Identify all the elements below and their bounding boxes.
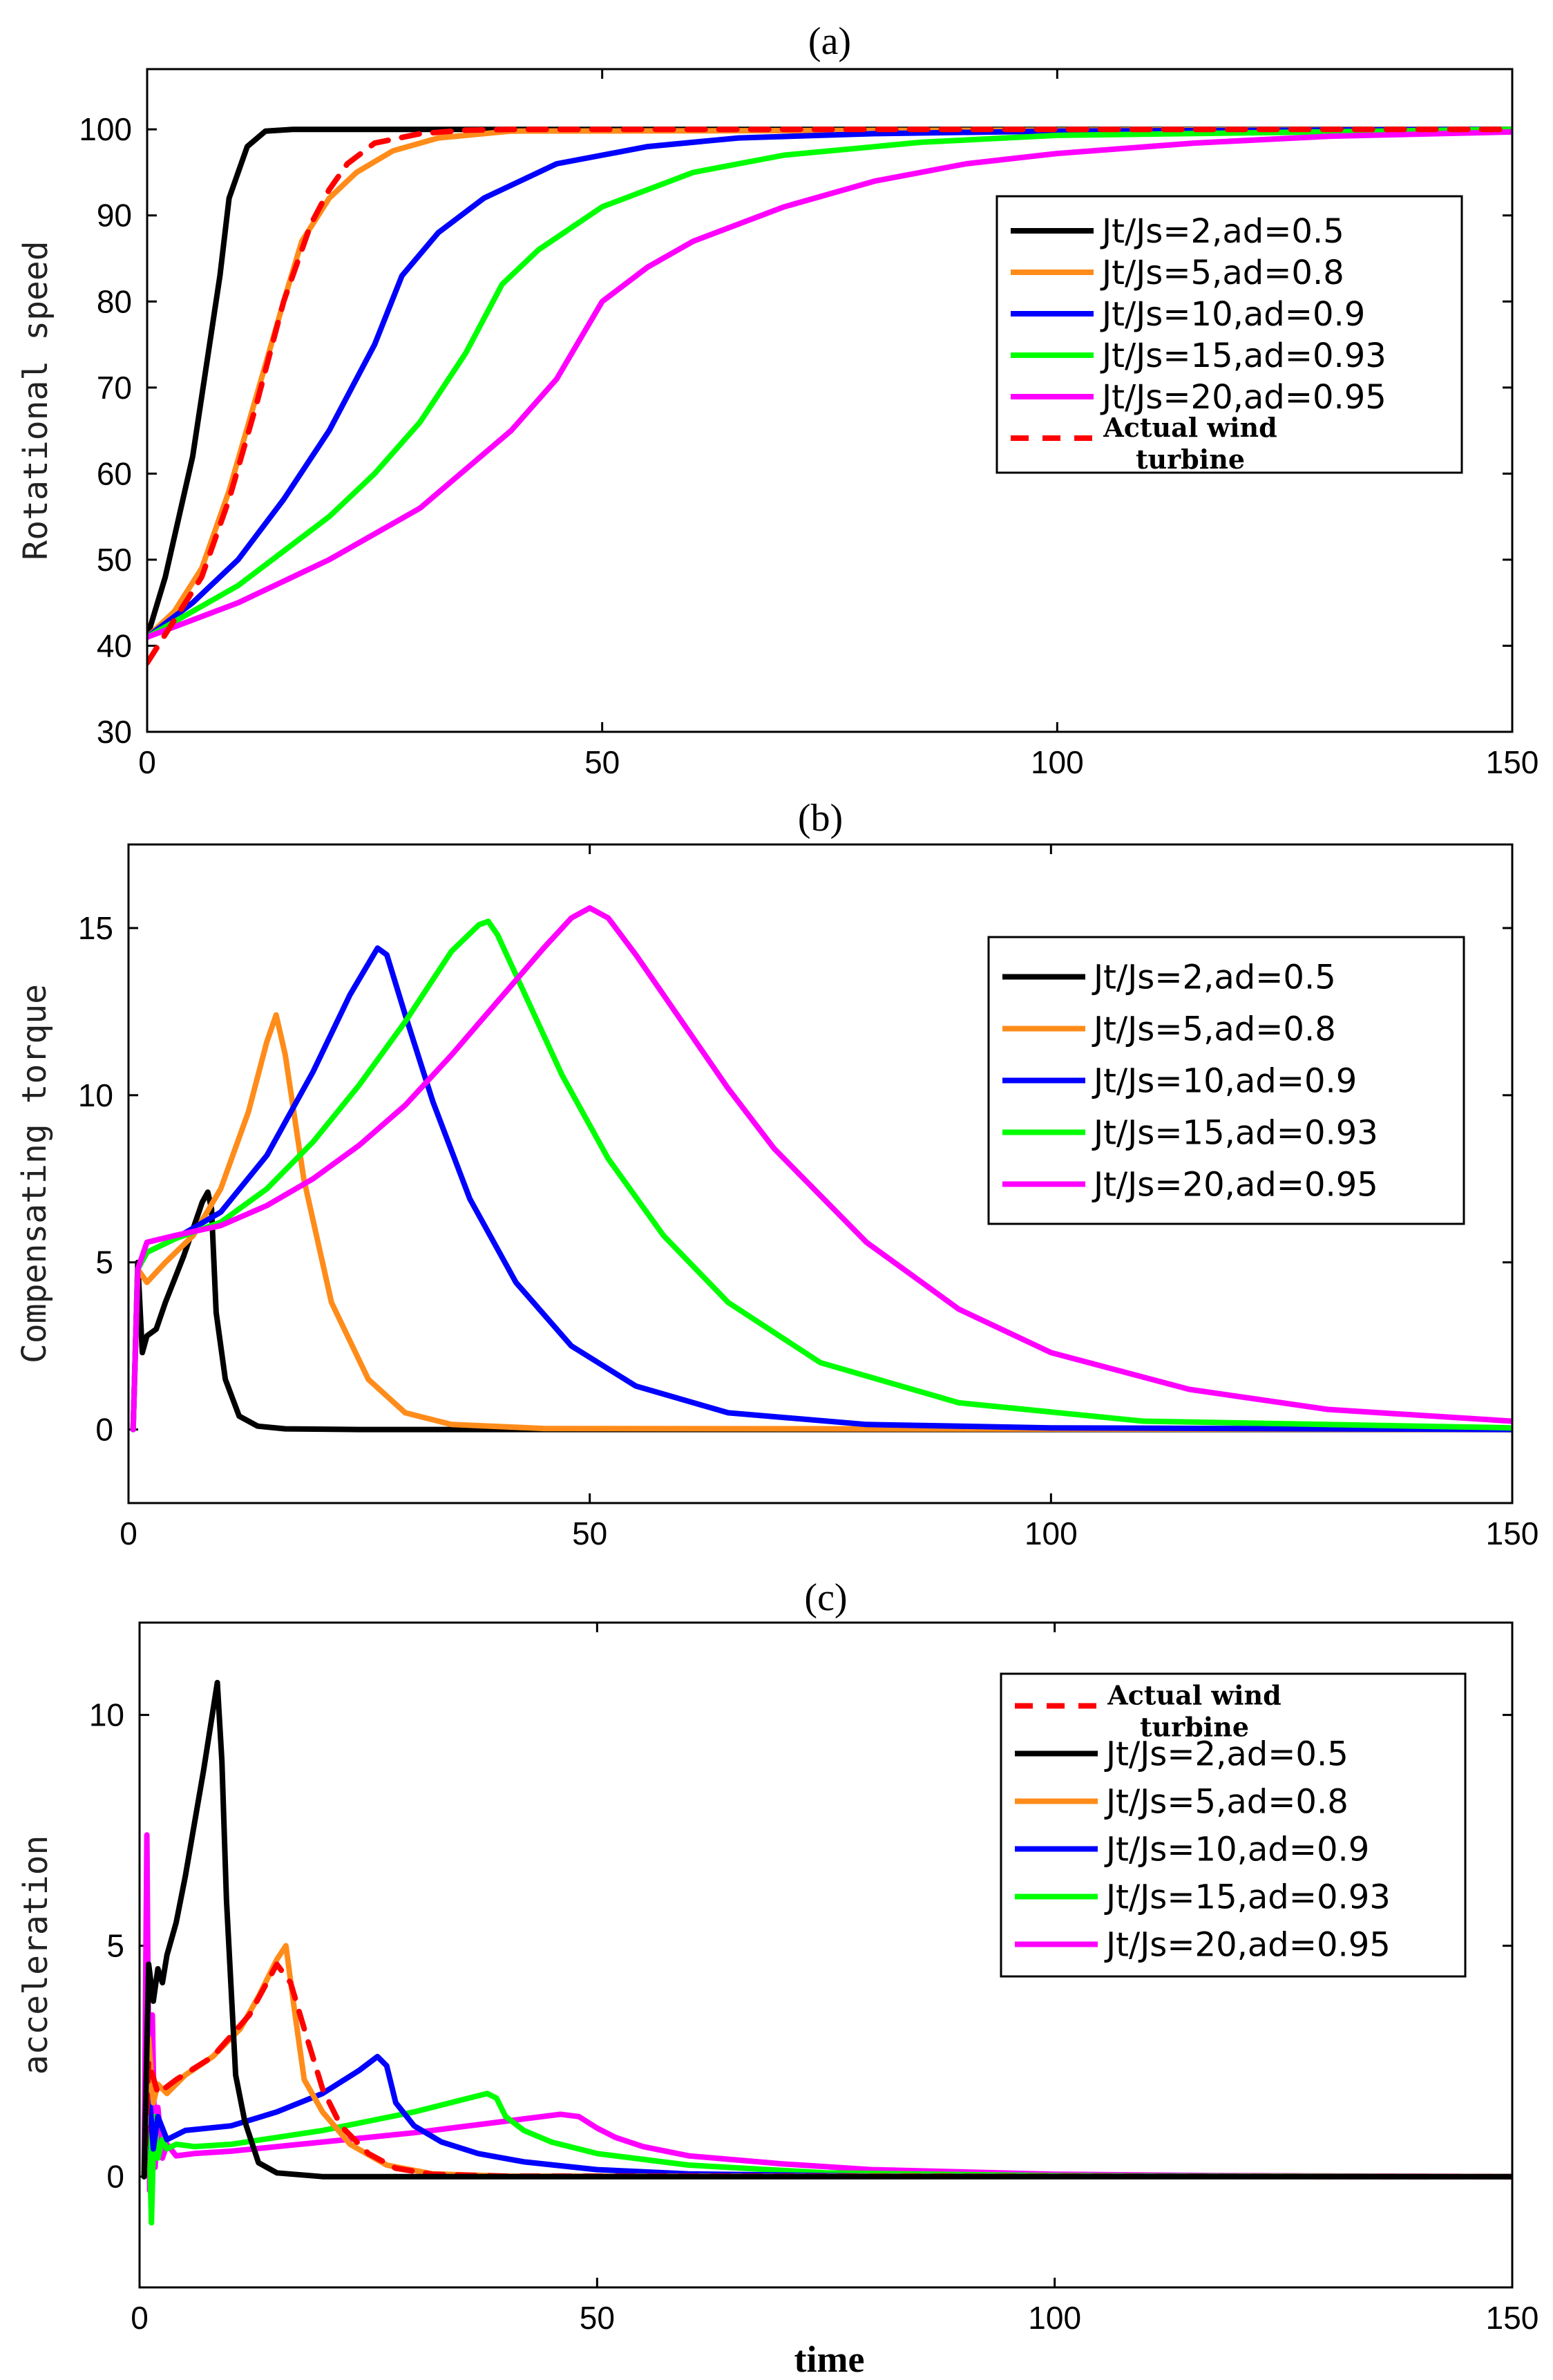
series-group [141, 1679, 1512, 2226]
series-group [147, 126, 1512, 666]
legend-label: Jt/Js=2,ad=0.5 [1104, 1735, 1349, 1774]
x-axis-label: time [794, 2339, 865, 2380]
x-tick-label: 100 [1025, 1515, 1078, 1551]
series-line-1 [147, 126, 1512, 640]
legend-label: Jt/Js=5,ad=0.8 [1104, 1783, 1349, 1822]
y-tick-label: 10 [89, 1697, 124, 1733]
panel-title: (b) [798, 797, 843, 840]
y-axis-label: Rotational speed [17, 240, 55, 560]
x-tick-label: 150 [1486, 1515, 1539, 1551]
y-tick-label: 40 [97, 627, 132, 663]
x-tick-label: 150 [1486, 2300, 1539, 2336]
legend-label: Jt/Js=20,ad=0.95 [1104, 1926, 1391, 1965]
y-tick-label: 10 [78, 1077, 113, 1113]
series-line-2 [141, 2054, 1512, 2180]
y-tick-label: 30 [97, 714, 132, 750]
series-line-4 [130, 905, 1512, 1433]
legend-label: Jt/Js=5,ad=0.8 [1092, 1010, 1336, 1049]
y-tick-label: 15 [78, 910, 113, 946]
series-line-0 [147, 126, 1512, 640]
legend-label: Jt/Js=20,ad=0.95 [1092, 1166, 1378, 1205]
panel-a: (a) 0 50 100 150 30 40 50 60 70 80 90 100 Rotational … [17, 20, 1538, 780]
legend-label: Actual wind [1103, 412, 1277, 443]
legend: Jt/Js=2,ad=0.5 Jt/Js=5,ad=0.8 Jt/Js=10,ad=… [987, 936, 1465, 1225]
x-tick-label: 0 [138, 744, 156, 780]
series-line-1 [141, 2090, 1512, 2226]
y-tick-label: 90 [97, 198, 132, 234]
legend-label: Jt/Js=15,ad=0.93 [1092, 1114, 1378, 1153]
panel-title: (a) [808, 20, 851, 63]
legend-label: Jt/Js=10,ad=0.9 [1092, 1062, 1357, 1101]
series-line-0 [130, 1189, 1512, 1433]
legend-box [1000, 1672, 1467, 1978]
y-axis-label: Compensating torque [15, 984, 54, 1363]
panel-b: (b) 0 50 100 150 0 5 10 15 Compensating torque Jt/… [15, 797, 1538, 1551]
legend-label: Jt/Js=2,ad=0.5 [1100, 212, 1344, 251]
legend-label: Jt/Js=10,ad=0.9 [1104, 1831, 1369, 1869]
series-line-1 [130, 1012, 1512, 1433]
panel-title: (c) [804, 1576, 847, 1619]
x-tick-label: 0 [120, 1515, 137, 1551]
x-tick-label: 100 [1031, 744, 1084, 780]
x-tick-label: 50 [580, 2300, 615, 2336]
y-axis-label: acceleration [17, 1835, 55, 2075]
series-line-3 [147, 126, 1512, 640]
x-tick-label: 150 [1486, 744, 1539, 780]
plot-area [138, 1621, 1514, 2289]
legend-label: Jt/Js=5,ad=0.8 [1100, 254, 1344, 292]
series-line-2 [147, 126, 1512, 640]
legend-label-line2: turbine [1140, 1712, 1249, 1743]
y-tick-label: 70 [97, 370, 132, 406]
y-tick-label: 5 [106, 1928, 124, 1964]
legend-label: Jt/Js=20,ad=0.95 [1100, 378, 1387, 417]
y-tick-label: 60 [97, 455, 132, 491]
legend-label: Actual wind [1107, 1680, 1281, 1711]
plot-area [127, 843, 1514, 1504]
panel-c: (c) 0 50 100 150 0 5 10 acceleration time Actual w… [17, 1576, 1538, 2380]
legend-label-line2: turbine [1136, 444, 1245, 475]
legend-label: Jt/Js=15,ad=0.93 [1100, 337, 1387, 375]
legend-label: Jt/Js=10,ad=0.9 [1100, 295, 1365, 334]
x-tick-label: 50 [572, 1515, 607, 1551]
series-line-5 [147, 126, 1512, 666]
plot-area [146, 68, 1514, 733]
series-line-4 [147, 129, 1512, 640]
series-group [130, 905, 1512, 1433]
y-tick-label: 0 [95, 1412, 113, 1448]
legend: Jt/Js=2,ad=0.5Jt/Js=5,ad=0.8Jt/Js=10,ad=… [995, 195, 1463, 475]
y-tick-label: 5 [95, 1245, 113, 1281]
y-tick-label: 80 [97, 283, 132, 319]
series-line-5 [141, 1679, 1512, 2180]
legend-label: Jt/Js=2,ad=0.5 [1092, 958, 1336, 997]
series-line-3 [141, 1943, 1512, 2180]
x-tick-label: 50 [584, 744, 620, 780]
legend-label: Jt/Js=15,ad=0.93 [1104, 1878, 1391, 1917]
y-tick-label: 0 [106, 2159, 124, 2195]
series-line-4 [141, 1961, 1512, 2180]
x-tick-label: 0 [131, 2300, 149, 2336]
y-tick-label: 50 [97, 542, 132, 578]
x-tick-label: 100 [1028, 2300, 1081, 2336]
legend-box [995, 195, 1463, 474]
y-tick-label: 100 [79, 111, 132, 147]
